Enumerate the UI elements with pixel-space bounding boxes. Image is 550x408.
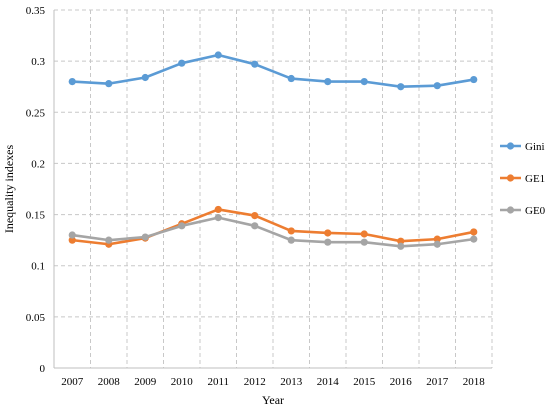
y-tick-label: 0.2 bbox=[31, 158, 45, 170]
legend-swatch-marker bbox=[506, 206, 515, 214]
data-point-gini bbox=[397, 83, 405, 91]
x-tick-label: 2018 bbox=[463, 376, 486, 388]
x-tick-label: 2016 bbox=[390, 376, 413, 388]
x-tick-label: 2013 bbox=[280, 376, 303, 388]
data-point-ge0 bbox=[214, 214, 222, 222]
data-point-gini bbox=[214, 51, 222, 59]
legend-swatch-marker bbox=[506, 174, 515, 182]
y-tick-label: 0.1 bbox=[31, 261, 45, 273]
data-point-gini bbox=[251, 60, 259, 68]
data-point-ge0 bbox=[287, 236, 295, 244]
plot-area bbox=[53, 10, 492, 369]
legend-label: Gini bbox=[525, 141, 545, 153]
legend: Gini GE1 GE0 bbox=[500, 141, 546, 217]
x-tick-label: 2007 bbox=[61, 376, 84, 388]
x-axis-ticks: 2007 2008 2009 2010 2011 2012 2013 2014 2015 2016… bbox=[61, 376, 485, 388]
legend-item-ge1: GE1 bbox=[500, 173, 545, 185]
data-point-ge1 bbox=[433, 235, 441, 243]
data-point-gini bbox=[105, 80, 113, 88]
data-point-ge0 bbox=[68, 231, 76, 239]
y-tick-label: 0.25 bbox=[26, 107, 46, 119]
y-tick-label: 0 bbox=[40, 363, 46, 375]
series-ge0 bbox=[68, 214, 478, 250]
x-axis-title: Year bbox=[262, 393, 284, 407]
data-point-ge1 bbox=[324, 229, 332, 237]
y-tick-label: 0.15 bbox=[26, 210, 46, 222]
y-tick-label: 0.35 bbox=[26, 5, 46, 17]
data-point-ge1 bbox=[251, 211, 259, 220]
data-point-ge0 bbox=[470, 235, 478, 243]
series-line-ge1 bbox=[72, 208, 475, 246]
data-point-gini bbox=[287, 74, 295, 83]
y-tick-label: 0.05 bbox=[26, 312, 46, 324]
data-point-gini bbox=[178, 59, 186, 67]
series-line-gini bbox=[72, 53, 474, 89]
data-point-ge1 bbox=[360, 230, 368, 238]
x-tick-label: 2011 bbox=[207, 376, 229, 388]
x-tick-label: 2014 bbox=[317, 376, 340, 388]
x-tick-label: 2017 bbox=[426, 376, 449, 388]
legend-item-gini: Gini bbox=[500, 141, 545, 153]
data-point-ge1 bbox=[397, 237, 405, 245]
y-axis-ticks: 0 0.05 0.1 0.15 0.2 0.25 0.3 0.35 bbox=[26, 5, 46, 375]
x-tick-label: 2009 bbox=[134, 376, 157, 388]
legend-swatch-marker bbox=[506, 142, 515, 150]
x-tick-label: 2008 bbox=[98, 376, 121, 388]
data-point-gini bbox=[470, 75, 478, 84]
data-point-ge1 bbox=[214, 205, 222, 214]
series-gini bbox=[68, 51, 478, 91]
legend-label: GE0 bbox=[525, 205, 546, 217]
data-point-ge0 bbox=[360, 238, 368, 246]
grid-lines bbox=[54, 9, 493, 368]
legend-item-ge0: GE0 bbox=[500, 205, 546, 217]
data-point-ge0 bbox=[178, 222, 186, 230]
series-ge1 bbox=[68, 205, 478, 248]
data-point-gini bbox=[68, 78, 76, 86]
data-point-gini bbox=[433, 82, 441, 90]
x-tick-label: 2010 bbox=[171, 376, 194, 388]
data-point-gini bbox=[360, 78, 368, 86]
legend-label: GE1 bbox=[525, 173, 545, 185]
data-point-ge0 bbox=[324, 238, 332, 246]
x-tick-label: 2015 bbox=[353, 376, 376, 388]
data-point-gini bbox=[324, 78, 332, 86]
data-point-ge1 bbox=[68, 236, 76, 244]
data-point-ge0 bbox=[105, 236, 113, 244]
y-tick-label: 0.3 bbox=[31, 56, 45, 68]
data-point-ge0 bbox=[397, 242, 405, 250]
y-axis-title: Inequality indexes bbox=[2, 145, 16, 234]
series-line-ge0 bbox=[72, 216, 474, 248]
data-point-ge0 bbox=[141, 233, 149, 241]
data-point-ge0 bbox=[251, 222, 259, 230]
data-point-ge1 bbox=[470, 228, 478, 236]
data-point-gini bbox=[141, 73, 149, 82]
series-layer bbox=[68, 51, 478, 250]
data-point-ge0 bbox=[433, 240, 441, 248]
x-tick-label: 2012 bbox=[244, 376, 266, 388]
data-point-ge1 bbox=[287, 227, 295, 235]
